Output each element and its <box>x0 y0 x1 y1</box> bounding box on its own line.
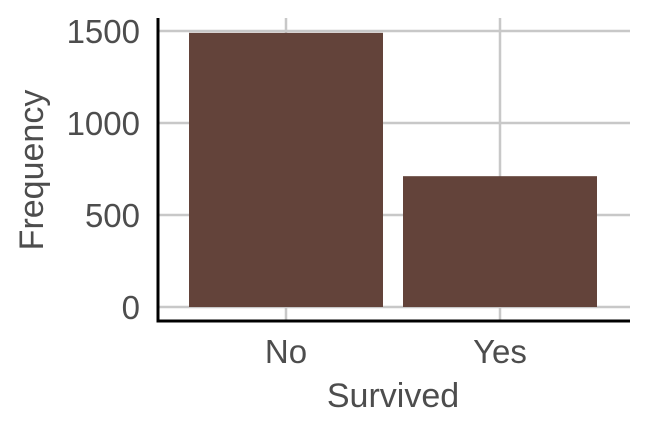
x-axis-title: Survived <box>327 377 459 415</box>
x-tick-label: Yes <box>473 333 527 370</box>
x-tick-label: No <box>265 333 307 370</box>
y-tick-label: 1000 <box>67 105 140 142</box>
bar-no <box>189 32 383 308</box>
tick-labels: 0 500 1000 1500 No Yes <box>67 13 527 370</box>
bars <box>189 32 597 308</box>
bar-yes <box>403 176 597 307</box>
y-tick-label: 500 <box>85 197 140 234</box>
y-axis-title: Frequency <box>13 90 51 251</box>
y-tick-label: 0 <box>122 289 140 326</box>
axes <box>156 18 630 323</box>
y-tick-label: 1500 <box>67 13 140 50</box>
